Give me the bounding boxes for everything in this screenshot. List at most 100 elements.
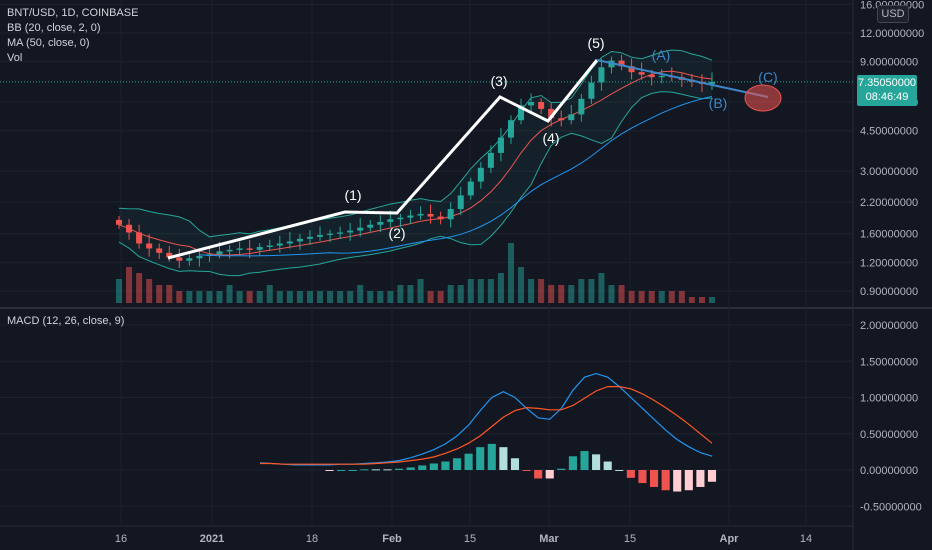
bollinger-bands [118,49,713,277]
candle-body [578,98,585,115]
macd-histogram-bar [337,470,346,471]
volume-bar [296,291,303,303]
candle-body [618,60,625,67]
volume-bar [407,285,414,303]
y-tick-label: 4.50000000 [860,126,918,138]
candle-body [136,232,143,244]
candle-body [216,251,223,255]
last-price-label: 7.35050000 08:46:49 [857,75,917,106]
volume-bar [286,291,293,303]
macd-tick-label: 0.50000000 [860,429,918,441]
volume-bar [176,291,183,303]
volume-bar [437,291,444,303]
candle-body [126,224,133,233]
macd-histogram-bar [360,469,369,471]
candlesticks [115,54,716,268]
candle-body [246,248,253,250]
volume-bar [367,291,374,303]
volume-bar [457,285,464,303]
volume-bar [588,279,595,303]
volume-bar [306,291,313,303]
volume-bar [447,285,454,303]
corrective-label: (A) [652,47,671,63]
x-tick-label: Apr [720,533,740,545]
candle-body [186,258,193,261]
wave-label: (4) [542,130,559,146]
candle-body [558,118,565,121]
legend-symbol[interactable]: BNT/USD, 1D, COINBASE [7,7,139,19]
candle-body [357,227,364,231]
candle-body [427,213,434,217]
volume-bar [417,279,424,303]
macd-histogram-bar [499,447,508,470]
candle-body [166,252,173,258]
y-tick-label: 1.20000000 [860,257,918,269]
legend-ma[interactable]: MA (50, close, 0) [7,37,90,49]
macd-histogram-bar [510,458,520,470]
candle-body [146,243,153,249]
volume-bar [387,291,394,303]
candle-body [628,66,635,73]
volume-bar [166,285,173,303]
y-tick-label: 1.60000000 [860,229,918,241]
macd-histogram-bar [603,461,612,470]
wave-label: (5) [587,35,604,51]
volume-bar [638,291,645,303]
volume-bar [186,291,193,303]
macd-histogram-bar [557,468,566,470]
macd-histogram-bar [568,456,577,470]
volume-bar [678,291,685,303]
volume-bar [598,273,605,303]
candle-body [417,213,424,216]
volume-bar [206,291,213,303]
moving-average-line [199,95,713,257]
main-legend: BNT/USD, 1D, COINBASE BB (20, close, 2, … [7,6,138,66]
legend-vol[interactable]: Vol [7,52,23,64]
corrective-label: (C) [758,69,777,85]
volume-bar [528,279,535,303]
volume-bar [347,291,354,303]
bb-upper [118,49,713,238]
candle-body [538,102,545,109]
candle-body [387,219,394,222]
volume-bar [266,285,273,303]
candle-body [598,67,605,83]
legend-bb[interactable]: BB (20, close, 2, 0) [7,22,101,34]
macd-histogram-bar [429,463,438,470]
volume-bar [698,297,705,303]
candle-body [638,72,645,75]
candle-body [447,209,454,220]
macd-histogram-bar [580,451,589,470]
macd-tick-label: -0.50000000 [860,501,922,513]
candle-body [226,249,233,252]
volume-bar [548,285,555,303]
macd-histogram-bar [452,458,462,470]
candle-body [487,152,494,168]
candle-body [397,217,404,220]
y-tick-label: 3.00000000 [860,166,918,178]
candle-body [296,238,303,242]
wave-label: (2) [388,225,405,241]
macd-tick-label: 1.00000000 [860,393,918,405]
candle-body [377,221,384,225]
candle-body [156,248,163,253]
macd-tick-label: 2.00000000 [860,320,918,332]
volume-bar [608,285,615,303]
x-tick-label: 15 [464,533,476,545]
macd-histogram-bar [673,470,682,492]
x-tick-label: 16 [115,533,127,545]
candle-body [497,137,504,153]
macd-histogram-bar [383,469,392,471]
legend-macd[interactable]: MACD (12, 26, close, 9) [7,315,125,327]
volume-bar [578,279,585,303]
volume-bar [538,279,545,303]
candle-body [467,181,474,196]
candle-body [588,82,595,99]
candle-body [648,74,655,78]
currency-button[interactable]: USD [877,5,909,23]
volume-bar [236,291,243,303]
volume-bar [467,279,474,303]
macd-histogram-bar [522,470,531,471]
volume-bar [156,285,163,303]
